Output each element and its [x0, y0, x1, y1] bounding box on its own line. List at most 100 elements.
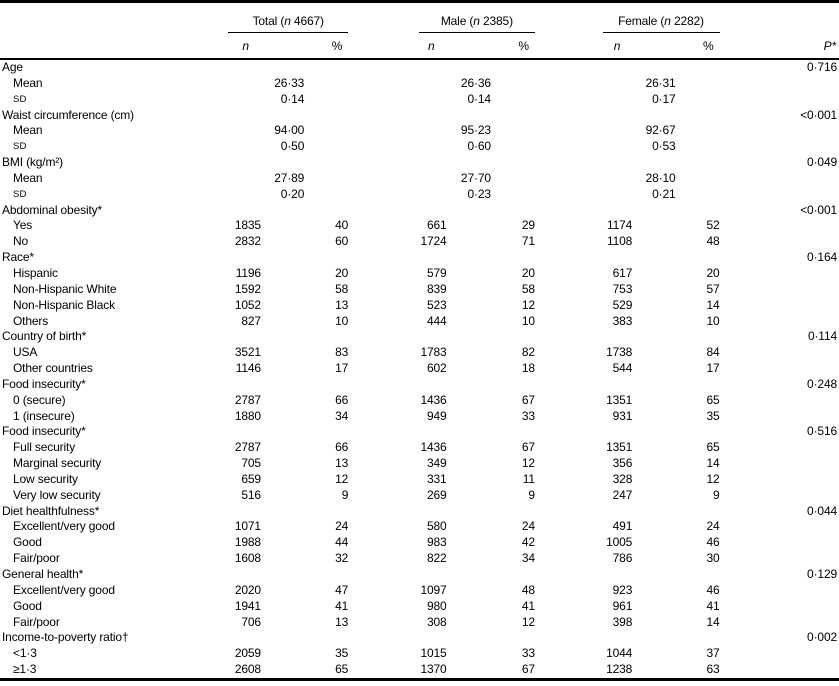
p-value: 0·114 — [807, 329, 837, 344]
cell-value: 82 — [521, 345, 535, 360]
stat-value: 95·23 — [460, 123, 491, 138]
p-value — [720, 298, 839, 314]
cell-value: 706 — [241, 614, 261, 629]
row-label: Food insecurity* — [2, 424, 86, 439]
cell-value: 65 — [706, 392, 720, 407]
group-label: Male ( — [440, 14, 474, 28]
row-label: Income-to-poverty ratio† — [2, 630, 129, 645]
p-value — [720, 599, 839, 615]
cell-value: 617 — [612, 265, 633, 280]
row-label: Full security — [13, 440, 76, 455]
cell-value: 1044 — [606, 646, 633, 661]
p-value — [720, 393, 839, 409]
table-row: Yes 1835 40 661 29 1174 52 — [0, 218, 839, 234]
col-header-total-n: n — [242, 38, 249, 53]
empty-cell — [186, 59, 720, 76]
cell-value: 1015 — [420, 646, 447, 661]
cell-value: 24 — [335, 519, 349, 534]
col-header-male-pct: % — [518, 38, 529, 53]
cell-value: 491 — [612, 519, 633, 534]
cell-value: 34 — [521, 551, 535, 566]
cell-value: 20 — [335, 265, 349, 280]
cell-value: 1238 — [606, 662, 633, 677]
row-label: Race* — [2, 250, 34, 265]
stat-value: 0·50 — [280, 139, 305, 154]
stat-value: 27·89 — [274, 170, 305, 185]
cell-value: 1146 — [235, 361, 261, 376]
cell-value: 67 — [521, 662, 535, 677]
cell-value: 839 — [426, 281, 447, 296]
row-label: Low security — [13, 471, 78, 486]
p-value — [720, 76, 839, 92]
row-label: General health* — [2, 567, 84, 581]
cell-value: 786 — [612, 551, 633, 566]
table-row: Low security 659 12 331 11 328 12 — [0, 472, 839, 488]
row-label: Age — [2, 60, 23, 74]
row-label: Non-Hispanic Black — [13, 297, 116, 312]
cell-value: 34 — [335, 408, 349, 423]
group-header-female: Female (n 2282) — [535, 2, 720, 33]
row-label: Mean — [13, 123, 43, 138]
table-row: Non-Hispanic White 1592 58 839 58 753 57 — [0, 282, 839, 298]
cell-value: 1436 — [420, 440, 447, 455]
cell-value: 37 — [706, 646, 720, 661]
stat-value: 0·53 — [652, 139, 676, 154]
cell-value: 1005 — [606, 535, 633, 550]
row-label: Excellent/very good — [13, 582, 115, 597]
cell-value: 1351 — [606, 440, 633, 455]
cell-value: 705 — [241, 456, 261, 471]
table-row: Fair/poor 706 13 308 12 398 14 — [0, 615, 839, 631]
cell-value: 17 — [335, 361, 349, 376]
cell-value: 20 — [521, 265, 535, 280]
row-label: Hispanic — [13, 265, 58, 280]
cell-value: 18 — [521, 361, 535, 376]
n-symbol: n — [664, 14, 671, 28]
p-value — [720, 456, 839, 472]
table-row: Other countries 1146 17 602 18 544 17 — [0, 361, 839, 377]
cell-value: 523 — [426, 297, 447, 312]
cell-value: 1108 — [607, 234, 633, 249]
empty-cell — [186, 424, 720, 440]
cell-value: 33 — [521, 408, 535, 423]
cell-value: 444 — [426, 313, 447, 328]
cell-value: 84 — [706, 345, 720, 360]
n-symbol: n — [284, 14, 291, 28]
stat-value: 0·17 — [652, 91, 676, 106]
cell-value: 46 — [706, 582, 720, 597]
cell-value: 2020 — [234, 582, 261, 597]
cell-value: 328 — [612, 471, 633, 486]
cell-value: 12 — [521, 614, 535, 629]
table-body: Age 0·716 Mean 26·33 26·36 26·31 SD 0·14 0·14 0·1… — [0, 59, 839, 679]
cell-value: 516 — [241, 487, 261, 502]
cell-value: 1592 — [234, 281, 261, 296]
subheader-row: n % n % n % P* — [0, 33, 839, 59]
cell-value: 1608 — [234, 551, 261, 566]
empty-cell — [186, 203, 720, 219]
cell-value: 931 — [612, 408, 633, 423]
empty-header-cell — [0, 2, 186, 34]
cell-value: 14 — [706, 456, 720, 471]
cell-value: 1724 — [420, 234, 447, 249]
col-header-male-n: n — [428, 38, 435, 53]
table-row: Age 0·716 — [0, 59, 839, 76]
cell-value: 13 — [335, 297, 349, 312]
stat-value: 28·10 — [645, 170, 676, 185]
table-row: Race* 0·164 — [0, 250, 839, 266]
row-label: Mean — [13, 170, 43, 185]
table-row: USA 3521 83 1783 82 1738 84 — [0, 345, 839, 361]
cell-value: 980 — [426, 598, 447, 613]
cell-value: 60 — [335, 234, 349, 249]
empty-cell — [186, 567, 720, 583]
table-row: Marginal security 705 13 349 12 356 14 — [0, 456, 839, 472]
table-row: No 2832 60 1724 71 1108 48 — [0, 234, 839, 250]
cell-value: 579 — [426, 265, 447, 280]
table-row: Full security 2787 66 1436 67 1351 65 — [0, 440, 839, 456]
cell-value: 58 — [335, 281, 349, 296]
empty-cell — [186, 108, 720, 124]
p-value — [720, 409, 839, 425]
group-label: Female ( — [618, 14, 665, 28]
row-label: SD — [13, 93, 27, 105]
stat-value: 27·70 — [460, 170, 491, 185]
